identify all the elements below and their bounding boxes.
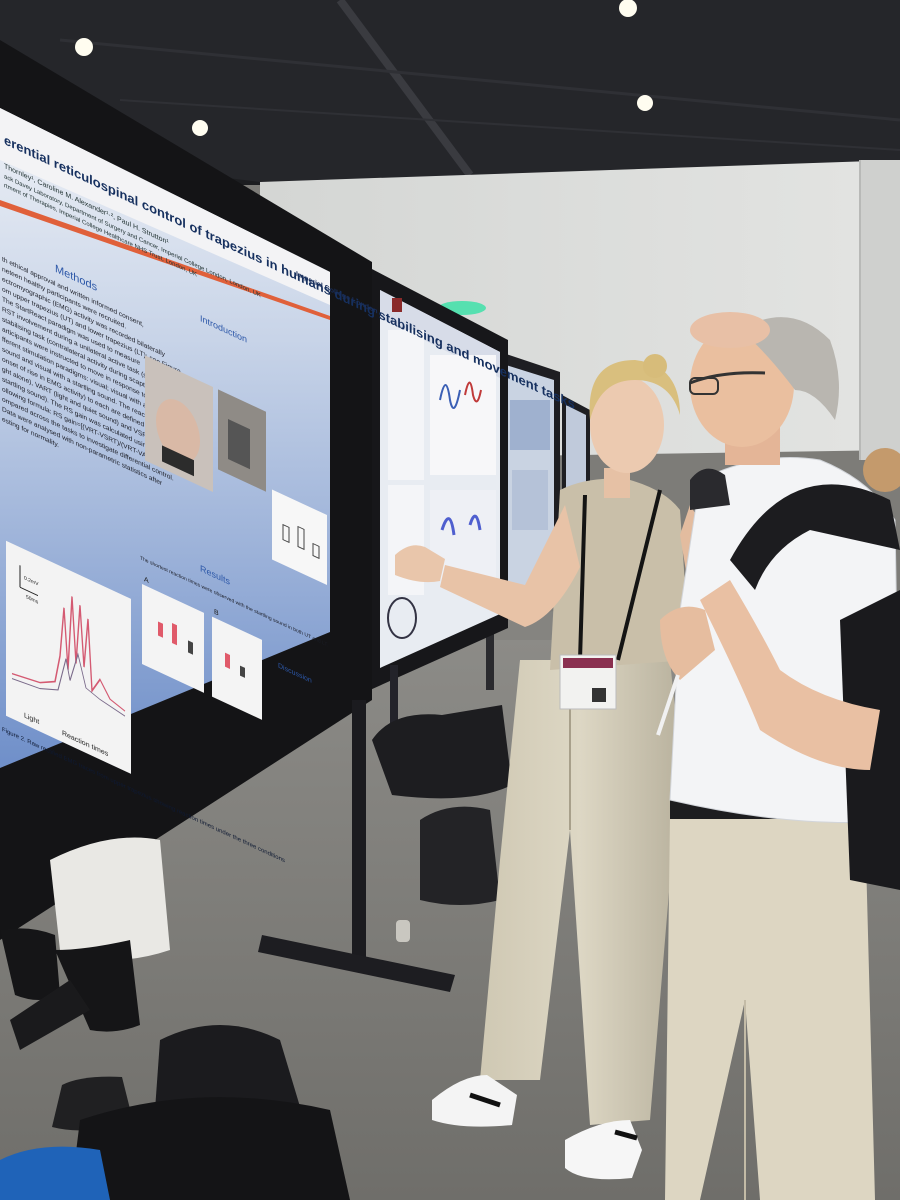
foreground-backpack <box>0 1025 350 1200</box>
panel-label-a: A <box>144 574 149 585</box>
ceiling-light <box>75 38 93 56</box>
bystander-left <box>0 837 170 1131</box>
attendee <box>656 312 900 1200</box>
box-plot <box>272 489 327 586</box>
panel-label-b: B <box>214 607 219 618</box>
ceiling-light <box>192 120 208 136</box>
bags-on-floor <box>372 705 512 942</box>
attendee-hair <box>740 317 839 420</box>
ceiling-light <box>619 0 637 17</box>
presenter-face <box>590 377 664 473</box>
glasses <box>689 371 766 385</box>
box-plot-b <box>212 616 262 720</box>
ceiling-light <box>637 95 653 111</box>
left-sneaker <box>432 1075 517 1127</box>
presenter-arm-extended <box>440 505 580 627</box>
emg-time-label: 50ms <box>26 594 39 606</box>
background-attendee <box>690 448 900 510</box>
